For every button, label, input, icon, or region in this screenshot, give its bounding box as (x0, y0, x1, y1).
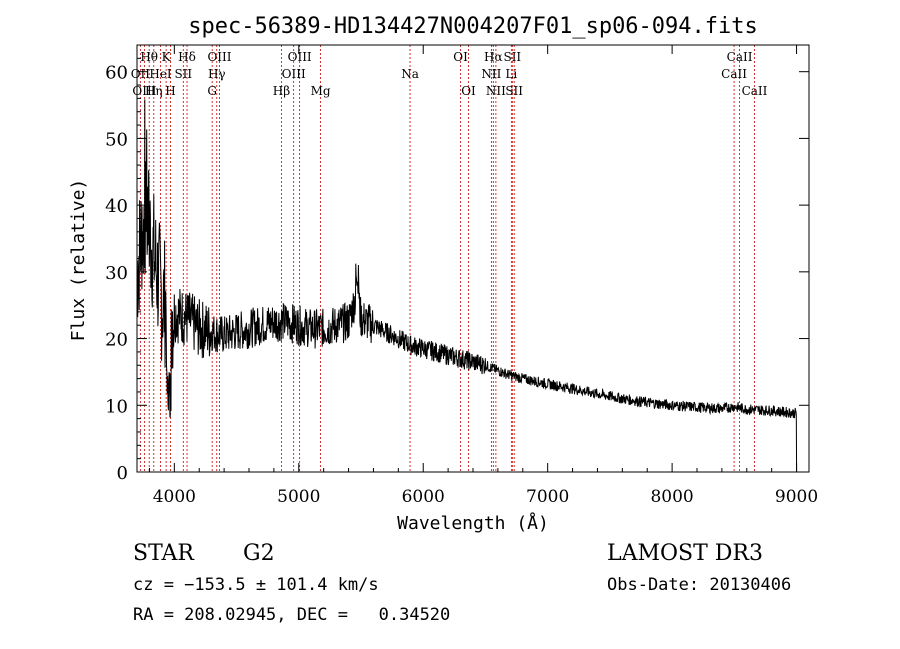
emission-line-label: Hβ (273, 84, 290, 98)
emission-line-label: OIII (288, 50, 312, 64)
emission-line-label: Hθ (140, 50, 158, 64)
y-tick-label: 20 (105, 330, 128, 351)
emission-line-label: Hγ (208, 67, 226, 81)
emission-line-label: Hδ (178, 50, 196, 64)
y-axis-label: Flux (relative) (68, 179, 89, 342)
emission-line-label: OI (453, 50, 468, 64)
redshift-velocity: cz = −153.5 ± 101.4 km/s (133, 575, 379, 595)
coordinates: RA = 208.02945, DEC = 0.34520 (133, 605, 450, 625)
x-axis-label: Wavelength (Å) (397, 512, 549, 534)
x-tick-label: 5000 (277, 487, 320, 507)
y-axis-ticks: 0 10 20 30 40 50 60 (105, 57, 809, 484)
emission-line-label: HeI (149, 67, 172, 81)
x-axis-ticks: 4000 5000 6000 7000 8000 9000 (148, 45, 818, 507)
emission-line-label: CaII (721, 67, 747, 81)
y-tick-label: 40 (105, 196, 128, 217)
spectrum-series-line (136, 99, 798, 473)
survey-name: LAMOST DR3 (607, 541, 763, 566)
emission-line-label: OIII (282, 67, 306, 81)
y-tick-label: 50 (105, 129, 128, 150)
emission-line-label: Na (401, 67, 419, 81)
emission-line-label: NII (481, 67, 501, 81)
emission-line-label: OIII (132, 84, 156, 98)
emission-line-label: SII (174, 67, 192, 81)
object-type: STAR (133, 541, 195, 566)
chart-title: spec-56389-HD134427N004207F01_sp06-094.f… (188, 14, 758, 39)
y-tick-label: 10 (105, 396, 128, 417)
emission-line-label: Hη (145, 84, 163, 98)
x-tick-label: 8000 (650, 487, 693, 507)
emission-line-label: Mg (311, 84, 331, 98)
x-tick-label: 7000 (526, 487, 569, 507)
emission-line-label: SII (505, 84, 523, 98)
x-tick-label: 4000 (153, 487, 196, 507)
observation-date: Obs-Date: 20130406 (607, 575, 791, 595)
y-tick-label: 60 (105, 63, 128, 84)
emission-line-markers (139, 45, 755, 472)
emission-line-label: OII (131, 67, 151, 81)
y-tick-label: 0 (117, 463, 128, 484)
emission-line-label: CaII (742, 84, 768, 98)
emission-line-label: CaII (727, 50, 753, 64)
emission-line-label: NII (486, 84, 506, 98)
x-tick-label: 9000 (775, 487, 818, 507)
emission-line-label: K (162, 50, 172, 64)
spectral-subclass: G2 (243, 541, 275, 566)
y-tick-label: 30 (105, 263, 128, 284)
emission-line-label: Li (505, 67, 517, 81)
x-tick-label: 6000 (402, 487, 445, 507)
emission-line-label: G (207, 84, 217, 98)
emission-line-label: H (165, 84, 175, 98)
emission-line-label: Hα (484, 50, 503, 64)
emission-line-label: OI (461, 84, 476, 98)
emission-line-label: OIII (207, 50, 231, 64)
emission-line-label: SII (503, 50, 521, 64)
